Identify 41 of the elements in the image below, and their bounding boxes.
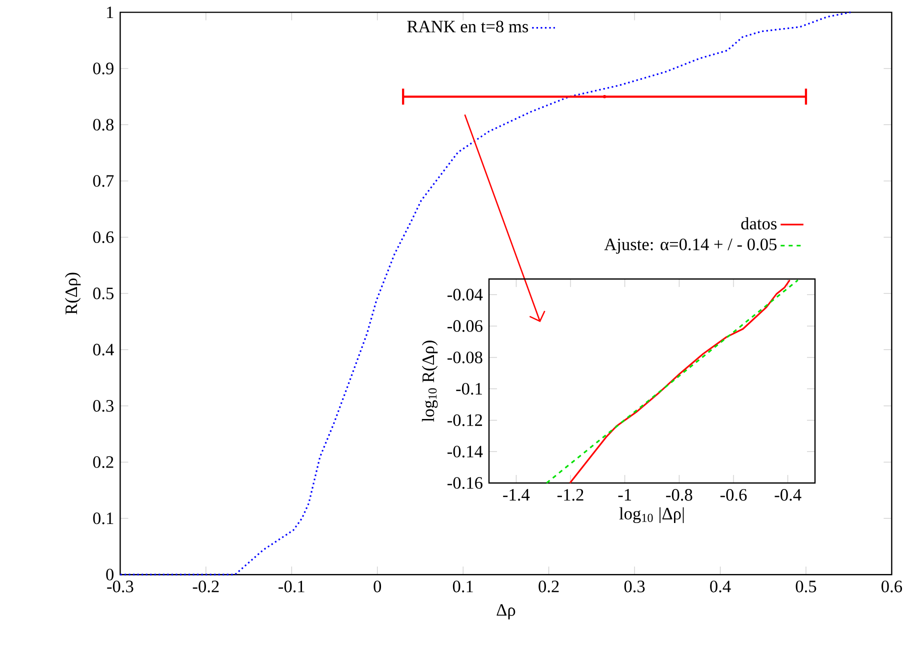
x-tick-label: 0.3 <box>624 580 645 592</box>
y-tick-label: 0.7 <box>93 175 114 187</box>
x-tick-label: 0.2 <box>538 580 559 592</box>
legend-label: datos <box>741 217 777 230</box>
x-tick-label: -0.1 <box>278 580 304 592</box>
y-tick-label: 0.9 <box>93 62 114 74</box>
x-axis-title: Δρ <box>496 604 516 620</box>
x-tick-label: -0.6 <box>720 489 747 501</box>
y-tick-label: 0.4 <box>93 344 114 356</box>
y-tick-label: -0.12 <box>448 414 482 426</box>
x-tick-label: -0.8 <box>666 489 692 501</box>
y-tick-label: -0.08 <box>448 352 482 364</box>
x-tick-label: -0.2 <box>192 580 219 592</box>
y-tick-label: 1 <box>107 6 114 18</box>
y-tick-label: 0.1 <box>93 512 114 524</box>
y-tick-label: -0.04 <box>448 288 483 301</box>
y-tick-label: -0.1 <box>456 382 482 395</box>
x-tick-label: -0.3 <box>107 580 134 592</box>
x-tick-label: -1 <box>618 489 632 500</box>
x-tick-label: -1.4 <box>503 489 530 501</box>
x-axis-title: log$_{10}$ |Δρ| <box>619 507 684 524</box>
x-tick-label: 0 <box>374 580 382 592</box>
x-tick-label: -1.2 <box>557 489 584 501</box>
line-series <box>119 11 852 576</box>
x-tick-label: 0.5 <box>796 580 816 592</box>
x-tick-label: -0.4 <box>774 489 802 501</box>
y-tick-label: -0.16 <box>448 477 482 489</box>
x-tick-label: 0.4 <box>710 580 731 592</box>
y-tick-label: 0.2 <box>93 456 114 468</box>
y-axis-title: log$_{10}$ R(Δρ) <box>422 340 438 422</box>
y-tick-label: 0.3 <box>93 400 114 412</box>
y-tick-label: 0.6 <box>93 231 114 244</box>
y-tick-label: -0.06 <box>448 320 482 332</box>
legend-label: Ajuste: α=0.14 + / - 0.05 <box>604 238 777 254</box>
text: RANK en t=8 ms <box>407 20 528 32</box>
y-tick-label: -0.14 <box>448 446 483 458</box>
y-axis-title: R(Δρ) <box>64 272 81 314</box>
y-tick-label: 0.5 <box>93 288 114 300</box>
y-tick-label: 0.8 <box>93 118 114 131</box>
y-tick-label: 0 <box>106 568 114 580</box>
x-tick-label: 0.6 <box>882 580 902 592</box>
